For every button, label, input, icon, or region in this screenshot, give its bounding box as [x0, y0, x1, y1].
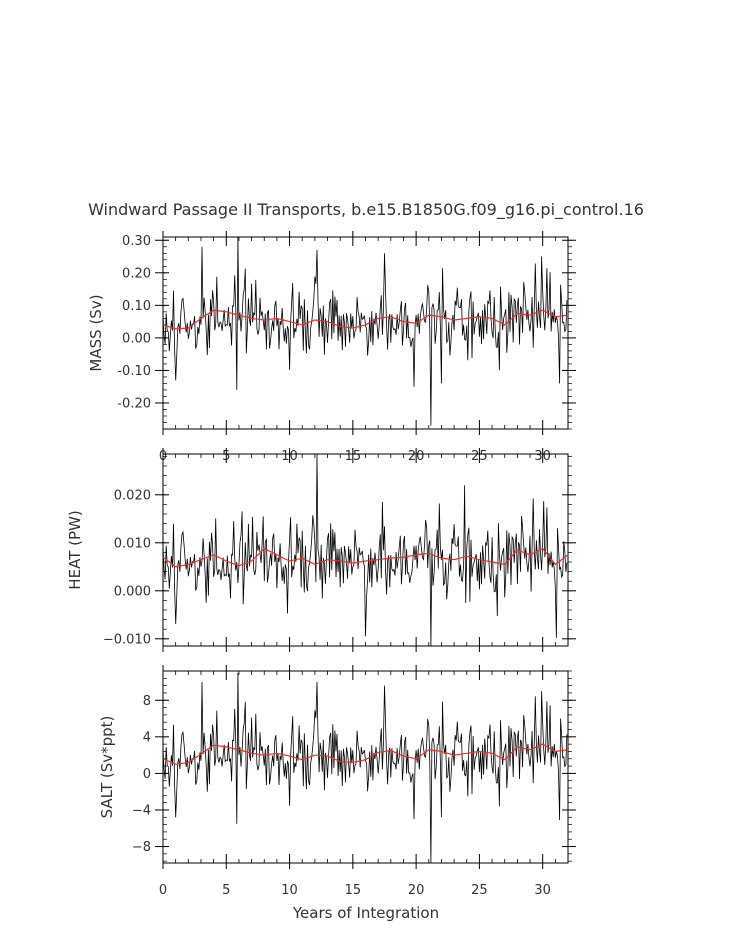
y-tick-label: 0.30 — [122, 234, 151, 249]
salt-y-axis-label: SALT (Sv*ppt) — [98, 716, 116, 819]
mass-y-ticks: -0.20 -0.10 0.00 0.10 0.20 0.30 — [117, 234, 576, 430]
mass-smoothed-series — [162, 309, 569, 330]
heat-y-axis-label: HEAT (PW) — [66, 510, 84, 589]
heat-y-ticks: −0.010 0.000 0.010 0.020 — [103, 456, 576, 647]
y-tick-label: −8 — [132, 840, 151, 855]
mass-raw-series — [162, 236, 568, 426]
mass-plot-frame — [162, 236, 569, 430]
salt-panel: 0 5 10 15 20 25 30 −8 −4 0 4 8 SALT (Sv*ppt) — [98, 665, 576, 898]
mass-y-axis-label: MASS (Sv) — [87, 294, 105, 371]
salt-smoothed-series — [162, 743, 569, 765]
y-tick-label: 0.00 — [122, 331, 151, 346]
y-tick-label: 8 — [143, 694, 151, 709]
salt-plot-frame — [162, 670, 569, 864]
heat-panel: −0.010 0.000 0.010 0.020 HEAT (PW) — [66, 448, 576, 652]
y-tick-label: 0.020 — [114, 488, 151, 503]
y-tick-label: 0.000 — [114, 584, 151, 599]
x-axis-label: Years of Integration — [292, 904, 439, 922]
y-tick-label: -0.20 — [117, 396, 151, 411]
x-tick-label: 0 — [159, 883, 167, 898]
x-tick-label: 20 — [408, 883, 425, 898]
x-tick-label: 15 — [345, 883, 362, 898]
y-tick-label: 0.010 — [114, 536, 151, 551]
heat-raw-series — [162, 453, 568, 647]
salt-y-ticks: −8 −4 0 4 8 — [132, 670, 576, 862]
y-tick-label: −0.010 — [103, 632, 151, 647]
chart-title: Windward Passage II Transports, b.e15.B1… — [88, 200, 644, 220]
y-tick-label: 4 — [143, 730, 151, 745]
y-tick-label: -0.10 — [117, 364, 151, 379]
x-tick-label: 25 — [471, 883, 488, 898]
x-tick-label: 30 — [534, 883, 551, 898]
heat-smoothed-series — [162, 547, 569, 568]
y-tick-label: 0.10 — [122, 299, 151, 314]
salt-raw-series — [162, 672, 568, 864]
y-tick-label: 0.20 — [122, 266, 151, 281]
salt-x-ticks: 0 5 10 15 20 25 30 — [159, 665, 569, 898]
heat-x-ticks — [162, 448, 569, 652]
x-tick-label: 5 — [222, 883, 230, 898]
y-tick-label: −4 — [132, 803, 151, 818]
x-tick-label: 10 — [281, 883, 298, 898]
y-tick-label: 0 — [143, 767, 151, 782]
